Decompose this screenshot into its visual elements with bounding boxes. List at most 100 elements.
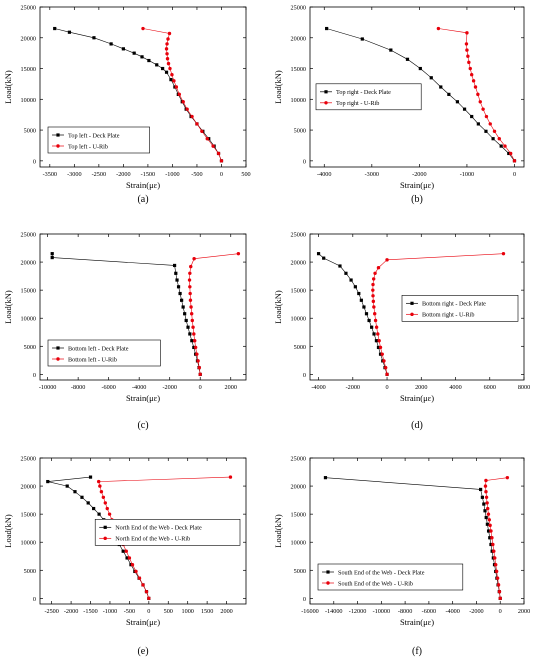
data-point [181, 305, 185, 309]
data-point [97, 512, 101, 516]
legend-box [47, 126, 150, 154]
legend: South End of the Web - Deck Plate South E… [317, 563, 464, 591]
y-tick-label: 25000 [21, 456, 36, 463]
data-point [469, 72, 474, 77]
data-point [470, 114, 474, 119]
data-point [169, 78, 173, 82]
data-point [161, 66, 165, 71]
data-point [464, 42, 469, 46]
data-point [498, 596, 502, 601]
data-point [172, 263, 177, 268]
data-point [486, 512, 491, 516]
data-point [491, 542, 495, 547]
data-point [374, 339, 379, 343]
data-point [377, 338, 381, 343]
data-point [376, 345, 381, 350]
data-point [385, 372, 389, 377]
data-point [482, 502, 486, 506]
data-point [353, 285, 357, 289]
data-point [492, 129, 497, 134]
data-point [166, 37, 170, 41]
legend: Bottom left - Deck Plate Bottom left - U-… [47, 339, 161, 367]
data-point [188, 291, 192, 296]
data-point [489, 542, 493, 547]
data-point [177, 92, 181, 97]
data-point [380, 352, 384, 356]
y-tick-label: 15000 [291, 66, 306, 73]
legend-marker [56, 346, 60, 350]
legend: Bottom right - Deck Plate Bottom right - … [401, 295, 519, 322]
y-tick-label: 0 [303, 372, 306, 379]
x-tick-label: -1000 [103, 608, 117, 615]
data-point [187, 278, 192, 282]
legend-box [317, 563, 464, 591]
y-tick-label: 25000 [21, 5, 36, 12]
legend-marker [410, 312, 414, 317]
x-tick-label: 1500 [201, 608, 213, 615]
y-tick-label: 20000 [21, 484, 36, 491]
data-point [325, 26, 329, 31]
data-point [165, 42, 169, 46]
data-point [370, 325, 374, 329]
data-point [465, 48, 469, 52]
x-tick-label: -10000 [39, 384, 57, 391]
legend-label: Bottom left - Deck Plate [68, 345, 129, 352]
data-point [73, 490, 77, 494]
data-point [364, 312, 369, 316]
x-tick-label: 0 [499, 608, 502, 615]
y-tick-label: 25000 [291, 456, 306, 463]
data-point [468, 66, 472, 71]
data-point [436, 26, 441, 31]
data-point [478, 100, 482, 104]
data-point [191, 325, 195, 329]
data-point [471, 79, 476, 83]
data-point [195, 122, 199, 126]
data-point [228, 475, 233, 479]
y-tick-label: 10000 [21, 540, 36, 547]
data-point [480, 495, 484, 499]
data-point [125, 556, 129, 560]
x-tick-label: -8000 [71, 384, 85, 391]
panel-caption: (d) [411, 420, 423, 431]
data-point [196, 359, 200, 363]
data-point [512, 159, 517, 163]
data-point [190, 339, 194, 343]
legend-box [94, 519, 241, 546]
x-tick-label: -6000 [101, 384, 115, 391]
x-tick-label: -4000 [317, 171, 331, 178]
data-point [46, 479, 50, 484]
data-point [190, 114, 194, 119]
data-point [466, 54, 470, 58]
x-tick-label: -2500 [92, 171, 106, 178]
data-point [186, 325, 190, 329]
data-point [144, 589, 149, 594]
x-tick-label: 2000 [225, 384, 237, 391]
data-point [373, 271, 377, 276]
y-axis-label: Load(kN) [273, 514, 283, 548]
data-point [174, 85, 179, 89]
x-tick-label: -2000 [412, 171, 426, 178]
data-point [127, 556, 132, 560]
y-tick-label: 10000 [291, 316, 306, 323]
data-point [184, 318, 188, 323]
data-point [164, 47, 169, 51]
data-point [376, 265, 381, 270]
data-point [124, 549, 128, 553]
data-point [105, 506, 109, 511]
data-point [190, 318, 194, 323]
chart-panel-4: 0 5000 10000 15000 20000 25000 -4000 -2000 0 2000… [273, 232, 530, 432]
y-tick-label: 15000 [21, 288, 36, 295]
data-point [467, 60, 471, 65]
data-point [132, 51, 136, 55]
x-tick-label: -3000 [67, 171, 81, 178]
data-point [140, 55, 144, 59]
y-tick-label: 5000 [24, 128, 36, 135]
data-point [481, 107, 485, 111]
data-point [165, 52, 169, 56]
legend-label: Top right - U-Rib [336, 100, 379, 107]
data-point [405, 57, 410, 61]
legend-label: Bottom left - U-Rib [68, 356, 117, 363]
series-line-2 [142, 28, 222, 161]
data-point [376, 332, 380, 336]
